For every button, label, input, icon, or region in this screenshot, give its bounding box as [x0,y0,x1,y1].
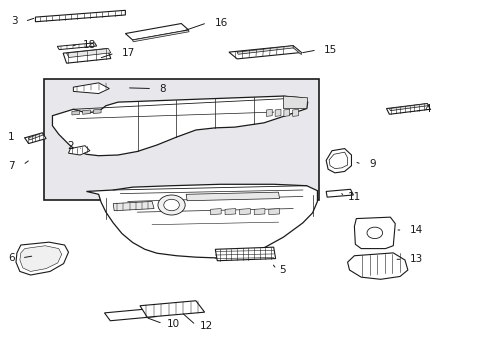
Bar [44,79,318,200]
Polygon shape [86,184,317,258]
Polygon shape [325,149,351,173]
Text: 1: 1 [8,132,15,142]
Polygon shape [283,96,307,109]
Polygon shape [186,192,279,201]
Text: 17: 17 [122,48,135,58]
Text: 5: 5 [279,265,285,275]
Text: 13: 13 [409,254,422,264]
Polygon shape [125,23,188,40]
Polygon shape [66,49,111,58]
Polygon shape [73,83,109,94]
Polygon shape [82,110,90,114]
Polygon shape [284,109,289,116]
Text: 7: 7 [8,161,15,171]
Text: 4: 4 [424,104,430,113]
Polygon shape [224,208,235,215]
Polygon shape [57,43,97,50]
Text: 12: 12 [200,321,213,331]
Text: 11: 11 [347,192,360,202]
Text: 3: 3 [11,17,18,26]
Polygon shape [72,111,80,115]
Polygon shape [25,133,46,144]
Polygon shape [29,133,43,140]
Circle shape [163,199,179,211]
Polygon shape [354,217,394,249]
Text: 6: 6 [8,253,15,263]
Polygon shape [104,309,157,321]
Polygon shape [325,189,353,197]
Circle shape [366,227,382,239]
Polygon shape [386,104,429,114]
Polygon shape [16,242,68,275]
Polygon shape [35,10,125,22]
Text: 2: 2 [67,141,74,151]
Polygon shape [292,109,298,116]
Polygon shape [52,96,307,156]
Polygon shape [228,46,301,59]
Text: 16: 16 [214,18,227,28]
Polygon shape [113,202,154,211]
Polygon shape [215,247,275,261]
Polygon shape [266,109,272,116]
Polygon shape [63,49,111,63]
Text: 9: 9 [368,159,375,169]
Polygon shape [68,146,90,155]
Circle shape [158,195,185,215]
Text: 14: 14 [409,225,422,235]
Polygon shape [237,46,293,54]
Polygon shape [93,109,101,113]
Text: 10: 10 [166,319,180,329]
Polygon shape [140,301,204,317]
Polygon shape [275,109,281,116]
Text: 18: 18 [82,40,96,50]
Polygon shape [388,104,427,111]
Polygon shape [132,30,189,42]
Polygon shape [254,208,264,215]
Polygon shape [292,46,301,55]
Polygon shape [210,208,221,215]
Polygon shape [347,253,407,279]
Polygon shape [268,208,279,215]
Polygon shape [239,208,250,215]
Text: 15: 15 [324,45,337,55]
Polygon shape [20,246,61,271]
Polygon shape [328,152,347,168]
Text: 8: 8 [159,84,166,94]
